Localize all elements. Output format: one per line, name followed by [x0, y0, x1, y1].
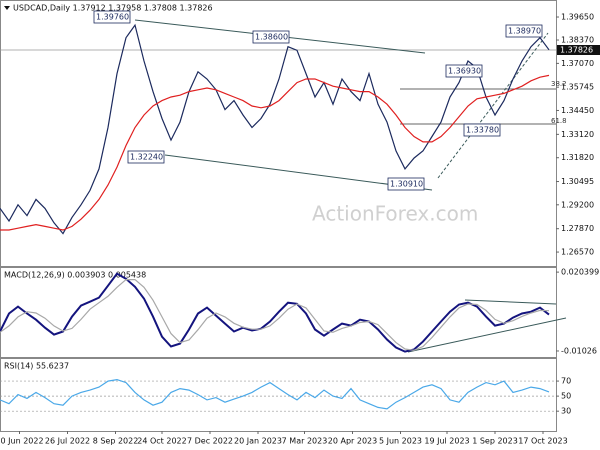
x-tick-label: 17 Oct 2023 — [518, 437, 567, 446]
y-tick-label: 50 — [561, 392, 571, 401]
y-tick-label: 30 — [561, 407, 571, 416]
last-price-label: 1.37826 — [560, 46, 593, 55]
x-tick-label: 24 Oct 2022 — [137, 437, 186, 446]
annotation-label: 1.38600 — [255, 33, 288, 42]
annotation-label: 61.8 — [551, 117, 567, 125]
y-tick-label: 1.39650 — [561, 13, 594, 22]
y-tick-label: 1.38370 — [561, 36, 594, 45]
annotation-label: 1.38970 — [508, 27, 541, 36]
series-line — [0, 378, 550, 410]
y-tick-label: 1.35745 — [561, 83, 594, 92]
y-tick-label: 1.33120 — [561, 130, 594, 139]
series-line — [0, 74, 550, 231]
watermark: ActionForex.com — [312, 202, 478, 226]
last-price-tag — [557, 45, 600, 55]
annotation-box — [252, 30, 290, 44]
price-panel — [0, 0, 557, 267]
annotation-box — [93, 10, 131, 24]
annotation-label: 38.2 — [551, 80, 567, 88]
annotation-box — [127, 150, 165, 164]
price-title: USDCAD,Daily 1.37912 1.37958 1.37808 1.3… — [13, 4, 213, 13]
x-tick-label: 7 Mar 2023 — [282, 437, 328, 446]
y-tick-label: 1.31820 — [561, 153, 594, 162]
annotation-box — [463, 123, 501, 137]
y-tick-label: -0.01026 — [561, 346, 597, 355]
x-tick-label: 19 Jul 2023 — [424, 437, 469, 446]
y-tick-label: 1.27870 — [561, 224, 594, 233]
trend-line — [464, 299, 557, 305]
title-icon — [4, 6, 10, 10]
annotation-label: 1.33780 — [466, 126, 499, 135]
y-tick-label: 0.020399 — [561, 268, 599, 277]
series-line — [0, 279, 550, 351]
annotation-box — [387, 177, 425, 191]
x-tick-label: 20 Jan 2023 — [234, 437, 282, 446]
annotation-box — [445, 64, 483, 78]
y-tick-label: 70 — [561, 377, 571, 386]
annotation-label: 1.36930 — [448, 67, 481, 76]
macd-title: MACD(12,26,9) 0.003903 0.005438 — [4, 271, 146, 280]
series-line — [0, 272, 550, 353]
annotation-label: 1.32240 — [130, 153, 163, 162]
macd-panel — [0, 267, 557, 358]
rsi-panel — [0, 358, 557, 432]
y-tick-label: 1.26570 — [561, 248, 594, 257]
x-tick-label: 26 Jul 2022 — [45, 437, 90, 446]
y-tick-label: 1.37070 — [561, 59, 594, 68]
trend-line — [437, 32, 549, 179]
trend-line — [164, 154, 433, 191]
x-tick-label: 7 Dec 2022 — [187, 437, 233, 446]
x-tick-label: 1 Sep 2023 — [472, 437, 518, 446]
y-tick-label: 1.29200 — [561, 200, 594, 209]
x-tick-label: 8 Sep 2022 — [93, 437, 139, 446]
x-tick-label: 10 Jun 2022 — [0, 437, 44, 446]
y-tick-label: 1.30495 — [561, 177, 594, 186]
x-tick-label: 20 Apr 2023 — [328, 437, 377, 446]
rsi-title: RSI(14) 55.6237 — [4, 362, 69, 371]
annotations: 1.39760 1.38600 1.38970 1.36930 1.33780 1.322… — [93, 10, 567, 191]
y-tick-label: 1.34450 — [561, 106, 594, 115]
series-line — [0, 23, 550, 235]
x-tick-label: 5 Jun 2023 — [379, 437, 422, 446]
annotation-label: 1.30910 — [390, 180, 423, 189]
trend-line — [407, 317, 567, 353]
annotation-box — [505, 24, 543, 38]
annotation-label: 1.39760 — [96, 13, 129, 22]
